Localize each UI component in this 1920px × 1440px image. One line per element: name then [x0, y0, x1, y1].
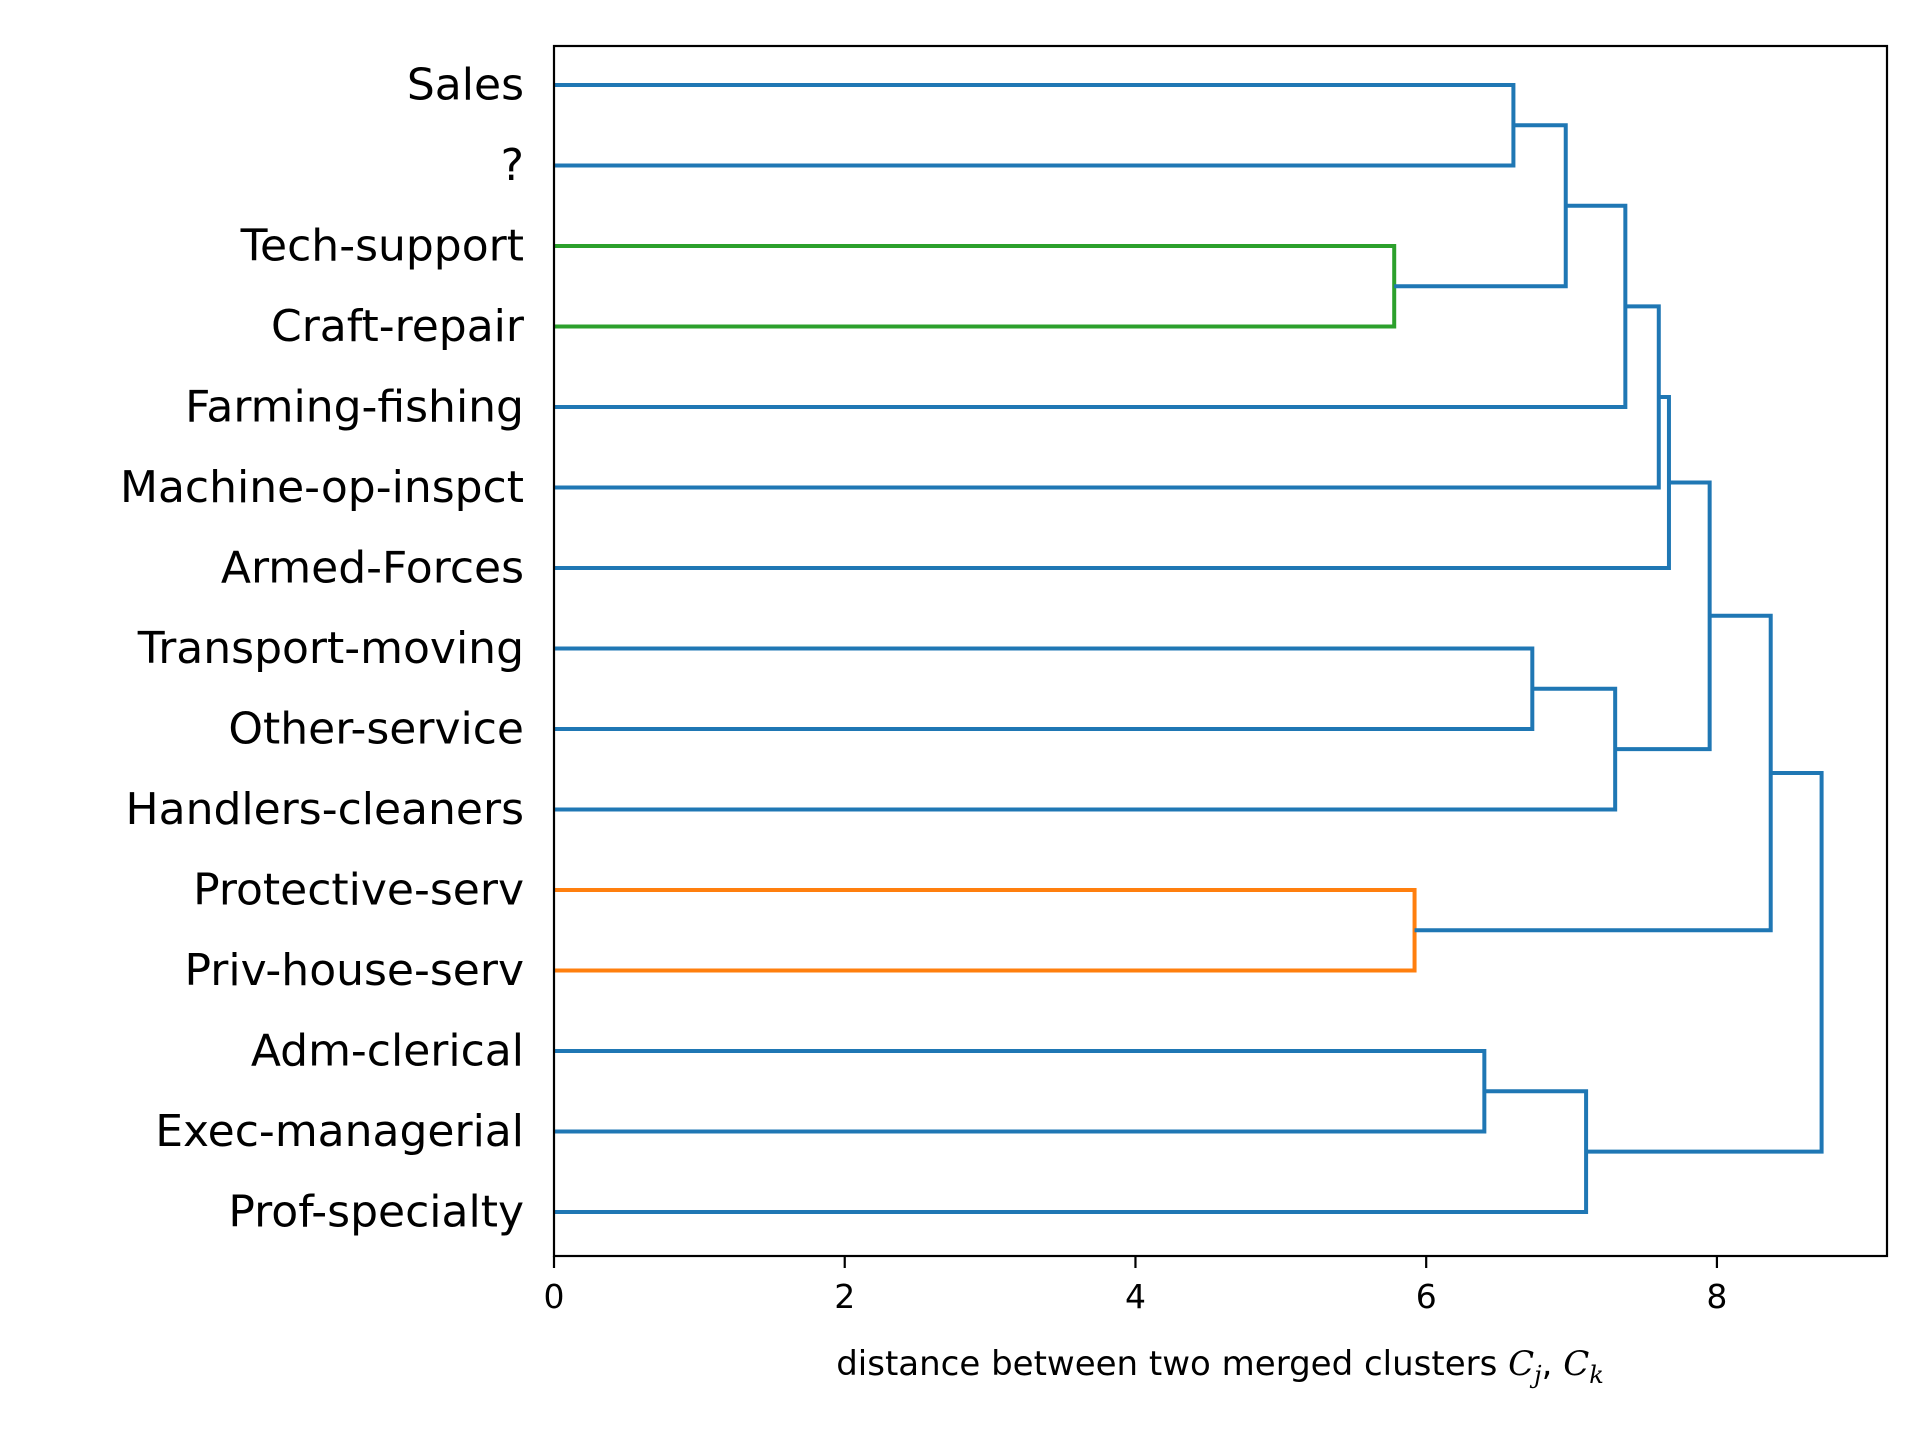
x-axis-label: distance between two merged clusters Cj,… [836, 1344, 1604, 1389]
leaf-label: Machine-op-inspct [120, 462, 524, 513]
x-tick-label: 6 [1416, 1277, 1437, 1316]
x-axis-label-math-sep: , [1542, 1344, 1564, 1384]
x-axis-label-math-c1: C [1508, 1344, 1534, 1384]
leaf-label: Protective-serv [193, 865, 524, 916]
x-axis-label-math-sub2: k [1589, 1361, 1604, 1389]
leaf-label: Sales [407, 60, 524, 111]
leaf-label: Adm-clerical [251, 1026, 524, 1077]
x-tick-label: 4 [1125, 1277, 1146, 1316]
leaf-label: Farming-fishing [185, 382, 524, 433]
leaf-label: Handlers-cleaners [126, 784, 524, 835]
x-tick-label: 8 [1706, 1277, 1727, 1316]
x-tick-label: 2 [834, 1277, 855, 1316]
x-tick-label: 0 [544, 1277, 565, 1316]
leaf-label: Exec-managerial [155, 1106, 524, 1157]
dendrogram-links [554, 83, 1824, 1214]
leaf-label: ? [501, 140, 524, 191]
leaf-label: Craft-repair [271, 301, 525, 352]
leaf-label: Prof-specialty [228, 1187, 524, 1238]
plot-frame [552, 44, 1889, 1258]
x-axis-ticks: 0 2 4 6 8 [544, 1256, 1727, 1316]
link-m14 [1586, 771, 1824, 1154]
leaf-label: Transport-moving [137, 623, 524, 674]
leaf-labels: Sales? Tech-support Craft-repair Farming-fi… [120, 60, 525, 1238]
leaf-label: Other-service [228, 704, 524, 755]
leaf-label: Armed-Forces [221, 543, 524, 594]
leaf-label: Priv-house-serv [185, 945, 525, 996]
leaf-label: Tech-support [240, 221, 524, 272]
x-axis-label-math-c2: C [1563, 1344, 1589, 1384]
x-axis-label-text: distance between two merged clusters [836, 1344, 1508, 1384]
